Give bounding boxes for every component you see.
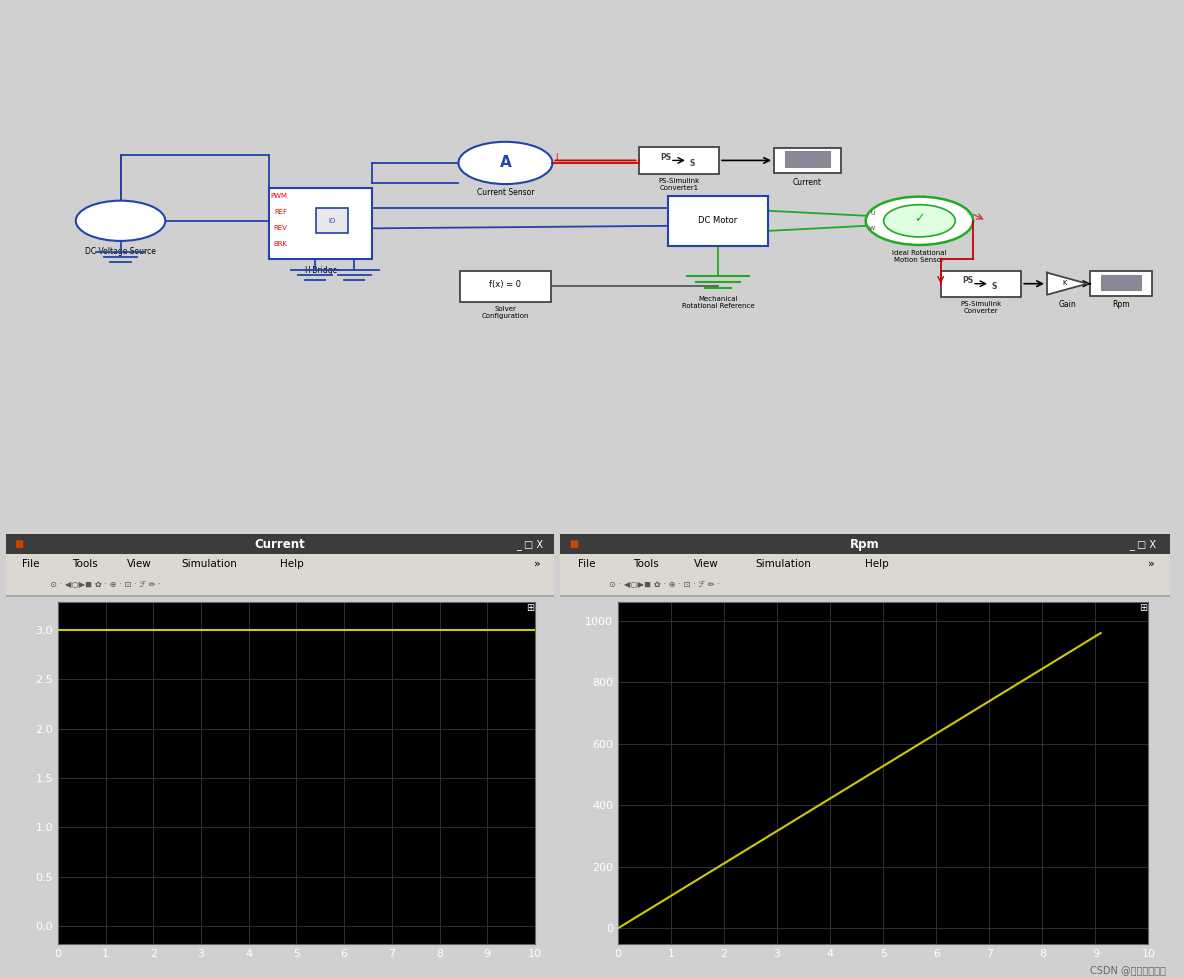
Circle shape (76, 200, 166, 241)
Text: f(x) = 0: f(x) = 0 (489, 280, 521, 289)
Text: ⊙ · ◀○▶◼ ✿ · ⊕ · ⊡ · ℱ ✏ ·: ⊙ · ◀○▶◼ ✿ · ⊕ · ⊡ · ℱ ✏ · (609, 579, 720, 589)
Bar (941, 271, 1022, 297)
Text: REV: REV (274, 225, 288, 231)
Text: Simulation: Simulation (181, 559, 237, 570)
Bar (668, 195, 768, 246)
Text: Help: Help (864, 559, 889, 570)
Text: Ideal Rotational
Motion Sensor: Ideal Rotational Motion Sensor (893, 250, 947, 264)
Text: File: File (22, 559, 40, 570)
Text: W: W (869, 226, 875, 231)
Text: S: S (966, 211, 971, 216)
Text: DC Voltage Source: DC Voltage Source (85, 247, 156, 256)
Text: ■: ■ (570, 539, 579, 549)
Text: Gain: Gain (1058, 300, 1076, 310)
Text: Current: Current (255, 537, 305, 551)
Bar (560, 573, 1170, 595)
Text: Tools: Tools (72, 559, 97, 570)
Text: BRK: BRK (274, 241, 288, 247)
Bar (6, 595, 554, 597)
Polygon shape (1047, 273, 1087, 295)
Text: PS: PS (961, 276, 973, 285)
Text: PS: PS (659, 153, 671, 162)
Circle shape (866, 196, 973, 245)
Text: Solver
Configuration: Solver Configuration (482, 307, 529, 319)
Text: »: » (534, 559, 541, 570)
Bar (560, 595, 1170, 597)
Text: CSDN @电力系统代码: CSDN @电力系统代码 (1090, 965, 1166, 975)
Text: U: U (870, 211, 875, 216)
Bar (785, 151, 830, 167)
Bar (6, 573, 554, 595)
Bar (638, 148, 719, 174)
Bar (560, 534, 1170, 554)
Bar (316, 208, 348, 234)
Text: S: S (689, 159, 695, 168)
Text: File: File (578, 559, 596, 570)
Text: Mechanical
Rotational Reference: Mechanical Rotational Reference (682, 296, 754, 310)
Text: DC Motor: DC Motor (699, 216, 738, 226)
Bar (6, 554, 554, 573)
Text: ⊞: ⊞ (1139, 603, 1147, 613)
Bar (560, 554, 1170, 573)
Circle shape (458, 142, 553, 184)
Bar (774, 148, 841, 173)
Text: ✓: ✓ (914, 212, 925, 225)
Text: _ □ X: _ □ X (1128, 538, 1156, 549)
Text: Current: Current (793, 178, 822, 187)
Text: H-Bridge: H-Bridge (304, 266, 337, 276)
Text: »: » (1148, 559, 1154, 570)
Text: I: I (554, 153, 558, 162)
Text: PS-Simulink
Converter1: PS-Simulink Converter1 (658, 178, 700, 191)
Bar (459, 271, 552, 302)
Bar (1101, 276, 1141, 290)
Text: PWM: PWM (270, 192, 288, 198)
Text: IO: IO (328, 218, 336, 224)
Text: K: K (1062, 280, 1067, 286)
Text: Simulation: Simulation (755, 559, 811, 570)
Circle shape (883, 205, 955, 236)
Text: Rpm: Rpm (1112, 300, 1130, 310)
Text: View: View (694, 559, 719, 570)
Bar (1090, 272, 1152, 296)
Text: S: S (992, 282, 997, 291)
Text: Rpm: Rpm (850, 537, 880, 551)
Text: _ □ X: _ □ X (516, 538, 543, 549)
Text: ⊞: ⊞ (526, 603, 534, 613)
Text: Current Sensor: Current Sensor (477, 189, 534, 197)
Text: ⊙ · ◀○▶◼ ✿ · ⊕ · ⊡ · ℱ ✏ ·: ⊙ · ◀○▶◼ ✿ · ⊕ · ⊡ · ℱ ✏ · (50, 579, 161, 589)
Text: ■: ■ (14, 539, 24, 549)
Text: REF: REF (275, 209, 288, 215)
Text: View: View (127, 559, 152, 570)
Bar (6, 534, 554, 554)
Text: Tools: Tools (633, 559, 659, 570)
Text: Help: Help (281, 559, 304, 570)
Bar (270, 189, 372, 259)
Text: A: A (500, 155, 511, 170)
Text: PS-Simulink
Converter: PS-Simulink Converter (960, 301, 1002, 314)
